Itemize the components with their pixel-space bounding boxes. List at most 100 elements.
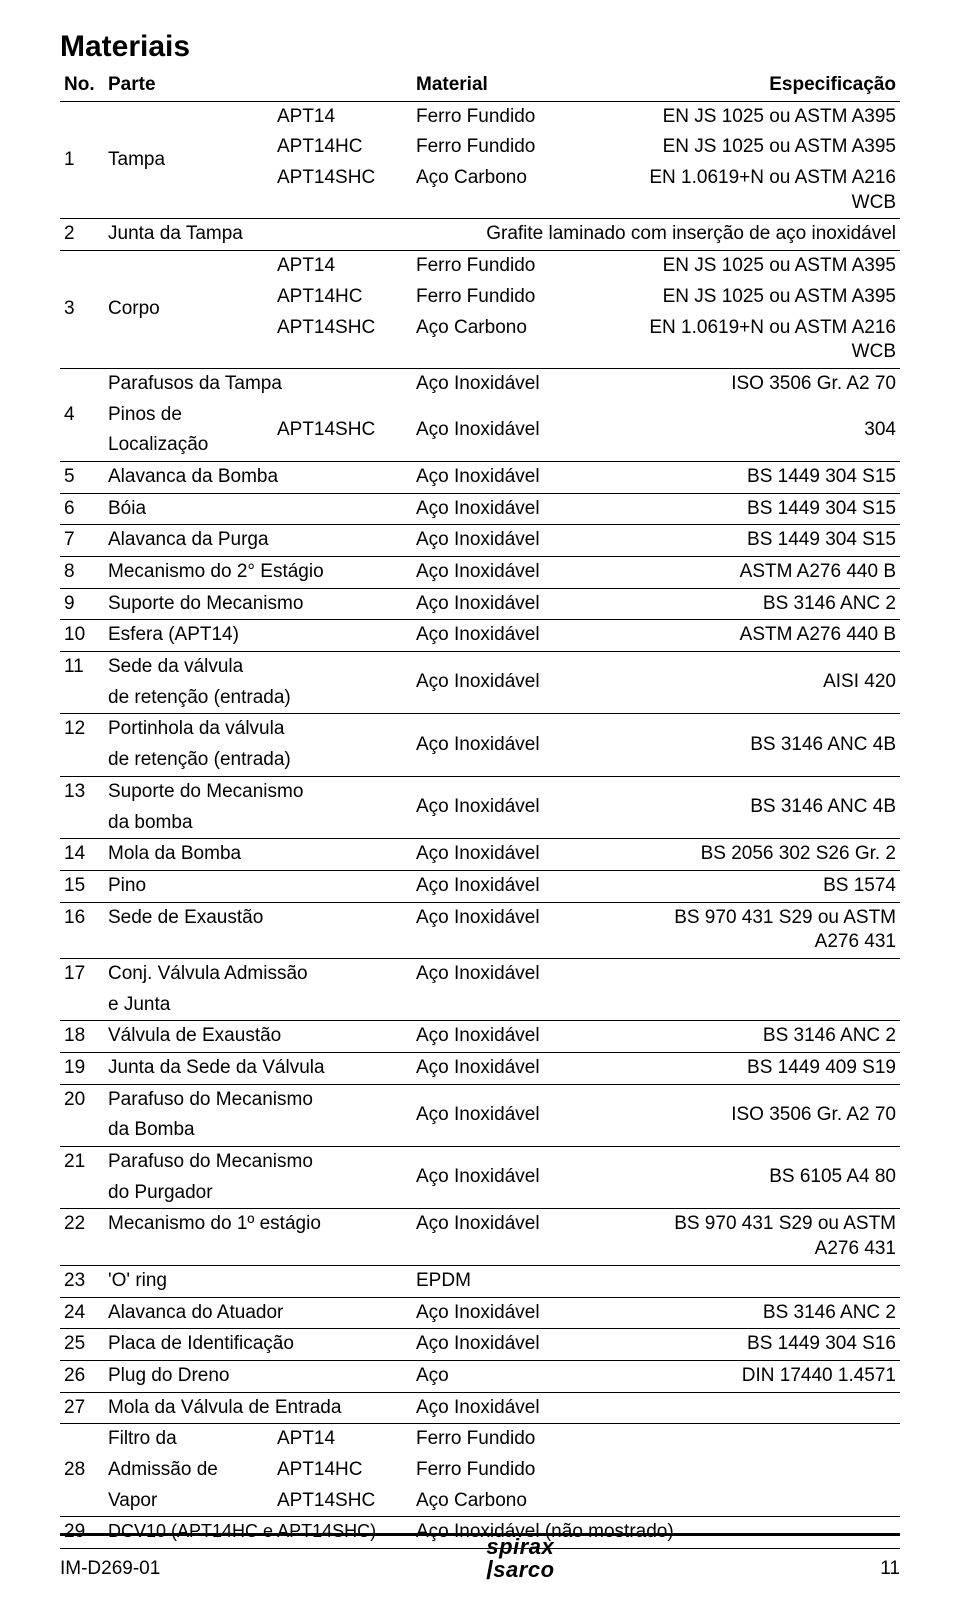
table-row: 18 Válvula de Exaustão Aço Inoxidável BS… [60,1021,900,1053]
cell-mat: Ferro Fundido [412,1455,642,1486]
cell-sub: APT14SHC [273,400,412,462]
table-row: 14 Mola da Bomba Aço Inoxidável BS 2056 … [60,839,900,871]
cell-spec: BS 3146 ANC 2 [642,588,900,620]
cell-no: 13 [60,776,104,807]
cell-spec: BS 3146 ANC 4B [642,714,900,776]
cell-mat: Aço Inoxidável [412,958,642,1020]
cell-parte: Mola da Válvula de Entrada [104,1392,412,1424]
table-row: 10 Esfera (APT14) Aço Inoxidável ASTM A2… [60,620,900,652]
doc-code: IM-D269-01 [60,1558,160,1580]
cell-spec: ASTM A276 440 B [642,620,900,652]
cell-no: 28 [60,1424,104,1517]
cell-spec: ISO 3506 Gr. A2 70 [642,368,900,399]
table-row: 16 Sede de Exaustão Aço Inoxidável BS 97… [60,902,900,958]
cell-spec: BS 1449 304 S15 [642,461,900,493]
cell-sub: APT14HC [273,282,412,313]
cell-no: 16 [60,902,104,958]
cell-spec: EN 1.0619+N ou ASTM A216 WCB [642,313,900,369]
cell-no: 7 [60,525,104,557]
cell-no: 17 [60,958,104,989]
cell-parte: Admissão de [104,1455,273,1486]
cell-parte: Esfera (APT14) [104,620,412,652]
cell-parte: do Purgador [104,1178,412,1209]
logo-top: spirax [486,1534,554,1559]
table-row: 8 Mecanismo do 2° Estágio Aço Inoxidável… [60,557,900,589]
cell-no: 6 [60,493,104,525]
cell-spec: BS 6105 A4 80 [642,1147,900,1209]
cell-mat: Aço Inoxidável [412,776,642,838]
document-page: Materiais No. Parte Material Especificaç… [0,0,960,1600]
cell-spec: BS 1574 [642,870,900,902]
materials-table: No. Parte Material Especificação 1 Tampa… [60,70,900,1549]
cell-mat: Aço Inoxidável [412,1209,642,1265]
cell-mat: Aço Inoxidável [412,902,642,958]
cell-parte: Conj. Válvula Admissão [104,958,412,989]
cell-mat: Aço Inoxidável [412,400,642,462]
cell-spec: EN 1.0619+N ou ASTM A216 WCB [642,163,900,219]
cell-parte: Tampa [104,101,273,219]
cell-parte: Mola da Bomba [104,839,412,871]
table-row: 24 Alavanca do Atuador Aço Inoxidável BS… [60,1297,900,1329]
cell-mat: Ferro Fundido [412,251,642,282]
cell-spec [642,958,900,1020]
cell-parte: Sede da válvula [104,652,412,683]
table-row: 23 'O' ring EPDM [60,1265,900,1297]
cell-mat: Aço Inoxidável [412,1392,642,1424]
cell-spec: DIN 17440 1.4571 [642,1360,900,1392]
table-row: 19 Junta da Sede da Válvula Aço Inoxidáv… [60,1053,900,1085]
cell-parte: de retenção (entrada) [104,683,412,714]
cell-spec: BS 3146 ANC 4B [642,776,900,838]
cell-no: 27 [60,1392,104,1424]
logo-bottom: sarco [493,1557,554,1582]
col-header-parte: Parte [104,70,412,101]
cell-mat: EPDM [412,1265,642,1297]
cell-spec: AISI 420 [642,652,900,714]
cell-parte: Placa de Identificação [104,1329,412,1361]
cell-parte: Bóia [104,493,412,525]
cell-sub: APT14 [273,251,412,282]
cell-mat: Aço Inoxidável [412,493,642,525]
table-row: 25 Placa de Identificação Aço Inoxidável… [60,1329,900,1361]
cell-mat: Aço Inoxidável [412,1329,642,1361]
cell-parte: 'O' ring [104,1265,412,1297]
cell-no: 8 [60,557,104,589]
cell-parte: Corpo [104,251,273,369]
cell-no: 12 [60,714,104,745]
cell-parte: Suporte do Mecanismo [104,776,412,807]
cell-parte: Vapor [104,1486,273,1517]
table-header-row: No. Parte Material Especificação [60,70,900,101]
cell-mat: Aço Inoxidável [412,1297,642,1329]
cell-spec: ASTM A276 440 B [642,557,900,589]
cell-no: 2 [60,219,104,251]
cell-no: 25 [60,1329,104,1361]
cell-parte: Alavanca da Purga [104,525,412,557]
cell-mat: Grafite laminado com inserção de aço ino… [412,219,900,251]
cell-mat: Ferro Fundido [412,132,642,163]
cell-mat: Aço Carbono [412,163,642,219]
cell-spec: 304 [642,400,900,462]
cell-spec: BS 3146 ANC 2 [642,1021,900,1053]
table-row: 9 Suporte do Mecanismo Aço Inoxidável BS… [60,588,900,620]
cell-parte: Alavanca da Bomba [104,461,412,493]
page-title: Materiais [60,30,900,64]
cell-no: 10 [60,620,104,652]
cell-parte: Pinos de [104,400,273,431]
cell-mat: Aço [412,1360,642,1392]
page-footer: IM-D269-01 spirax /sarco 11 [60,1537,900,1580]
table-row: 5 Alavanca da Bomba Aço Inoxidável BS 14… [60,461,900,493]
cell-spec: BS 1449 304 S15 [642,525,900,557]
table-row: 3 Corpo APT14 Ferro Fundido EN JS 1025 o… [60,251,900,282]
cell-sub: APT14SHC [273,163,412,219]
cell-spec: EN JS 1025 ou ASTM A395 [642,282,900,313]
cell-mat: Aço Inoxidável [412,1147,642,1209]
cell-no: 22 [60,1209,104,1265]
cell-sub: APT14 [273,1424,412,1455]
cell-parte: Suporte do Mecanismo [104,588,412,620]
cell-spec: ISO 3506 Gr. A2 70 [642,1084,900,1146]
cell-spec [642,1392,900,1424]
cell-mat: Aço Inoxidável [412,839,642,871]
cell-mat: Aço Carbono [412,1486,642,1517]
cell-no: 19 [60,1053,104,1085]
cell-mat: Aço Inoxidável [412,1084,642,1146]
table-row: 17 Conj. Válvula Admissão Aço Inoxidável [60,958,900,989]
